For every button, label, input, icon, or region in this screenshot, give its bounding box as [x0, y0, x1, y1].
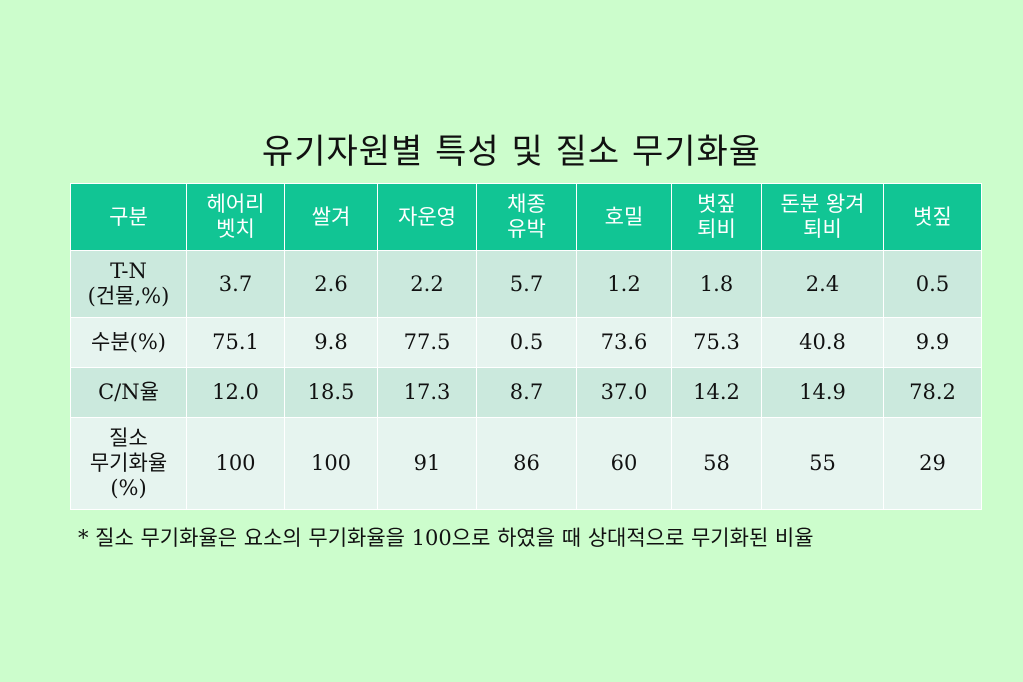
table-cell: 17.3	[377, 367, 477, 418]
table-row-moisture: 수분(%) 75.1 9.8 77.5 0.5 73.6 75.3 40.8 9…	[70, 317, 982, 368]
table-cell: 3.7	[186, 250, 285, 318]
table-cell: 2.6	[284, 250, 378, 318]
table-cell: 55	[761, 417, 884, 510]
row-label: 수분(%)	[70, 317, 187, 368]
table-cell: 75.1	[186, 317, 285, 368]
organic-resource-table: 구분 헤어리 벳치 쌀겨 자운영 채종 유박 호밀 볏짚 퇴비 돈분 왕겨 퇴비 볏짚 …	[70, 183, 982, 510]
table-cell: 40.8	[761, 317, 884, 368]
table-cell: 8.7	[476, 367, 577, 418]
table-row-mineralization-rate: 질소 무기화율 (%) 100 100 91 86 60 58 55 29	[70, 417, 982, 510]
table-cell: 86	[476, 417, 577, 510]
table-cell: 100	[284, 417, 378, 510]
header-row: 구분 헤어리 벳치 쌀겨 자운영 채종 유박 호밀 볏짚 퇴비 돈분 왕겨 퇴비 볏짚	[70, 183, 982, 251]
table-cell: 100	[186, 417, 285, 510]
table-cell: 14.9	[761, 367, 884, 418]
table-cell: 37.0	[576, 367, 672, 418]
table-cell: 9.8	[284, 317, 378, 368]
header-pig-manure-compost: 돈분 왕겨 퇴비	[761, 183, 884, 251]
row-label: C/N율	[70, 367, 187, 418]
table-cell: 1.2	[576, 250, 672, 318]
footnote: * 질소 무기화율은 요소의 무기화율을 100으로 하였을 때 상대적으로 무…	[78, 526, 814, 550]
table-cell: 12.0	[186, 367, 285, 418]
header-category: 구분	[70, 183, 187, 251]
table-cell: 0.5	[883, 250, 982, 318]
header-rice-bran: 쌀겨	[284, 183, 378, 251]
table-cell: 18.5	[284, 367, 378, 418]
table-cell: 2.2	[377, 250, 477, 318]
table-cell: 9.9	[883, 317, 982, 368]
table-cell: 5.7	[476, 250, 577, 318]
row-label: T-N (건물,%)	[70, 250, 187, 318]
table-cell: 29	[883, 417, 982, 510]
table-cell: 1.8	[671, 250, 762, 318]
table-cell: 77.5	[377, 317, 477, 368]
table-cell: 14.2	[671, 367, 762, 418]
table-cell: 73.6	[576, 317, 672, 368]
row-label: 질소 무기화율 (%)	[70, 417, 187, 510]
table-cell: 91	[377, 417, 477, 510]
table-cell: 75.3	[671, 317, 762, 368]
table-row-total-nitrogen: T-N (건물,%) 3.7 2.6 2.2 5.7 1.2 1.8 2.4 0.…	[70, 250, 982, 318]
header-straw-compost: 볏짚 퇴비	[671, 183, 762, 251]
header-milk-vetch: 자운영	[377, 183, 477, 251]
table-cell: 0.5	[476, 317, 577, 368]
page-title: 유기자원별 특성 및 질소 무기화율	[261, 132, 762, 172]
header-hairy-vetch: 헤어리 벳치	[186, 183, 285, 251]
header-rapeseed-cake: 채종 유박	[476, 183, 577, 251]
header-rice-straw: 볏짚	[883, 183, 982, 251]
table-cell: 78.2	[883, 367, 982, 418]
header-rye: 호밀	[576, 183, 672, 251]
table-cell: 60	[576, 417, 672, 510]
table-cell: 58	[671, 417, 762, 510]
table-cell: 2.4	[761, 250, 884, 318]
table-row-cn-ratio: C/N율 12.0 18.5 17.3 8.7 37.0 14.2 14.9 7…	[70, 367, 982, 418]
